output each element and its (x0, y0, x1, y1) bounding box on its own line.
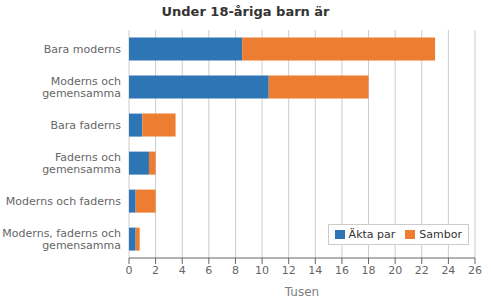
html-text:Äkta par: Äkta par (348, 228, 396, 241)
svg-text:0: 0 (126, 264, 133, 277)
svg-text:8: 8 (232, 264, 239, 277)
svg-text:Bara moderns: Bara moderns (44, 43, 122, 56)
svg-text:18: 18 (362, 264, 376, 277)
svg-text:Moderns ochgemensamma: Moderns ochgemensamma (42, 75, 121, 100)
svg-text:16: 16 (335, 264, 349, 277)
svg-text:Moderns och faderns: Moderns och faderns (8, 195, 121, 208)
svg-text:24: 24 (441, 264, 455, 277)
svg-text:4: 4 (179, 264, 186, 277)
svg-text:26: 26 (468, 264, 482, 277)
svg-text:10: 10 (255, 264, 269, 277)
svg-text:Tusen: Tusen (284, 285, 319, 299)
svg-text:2: 2 (152, 264, 159, 277)
svg-text:Bara faderns: Bara faderns (51, 119, 122, 132)
svg-text:Moderns, faderns ochgemensamma: Moderns, faderns ochgemensamma (8, 227, 121, 252)
svg-text:6: 6 (205, 264, 212, 277)
html-text:Sambor: Sambor (419, 228, 462, 241)
svg-text:12: 12 (282, 264, 296, 277)
svg-text:Faderns ochgemensamma: Faderns ochgemensamma (42, 151, 121, 176)
svg-text:20: 20 (388, 264, 402, 277)
html-text:Under 18-åriga barn är: Under 18-åriga barn är (161, 4, 330, 19)
svg-text:22: 22 (415, 264, 429, 277)
svg-text:14: 14 (308, 264, 322, 277)
